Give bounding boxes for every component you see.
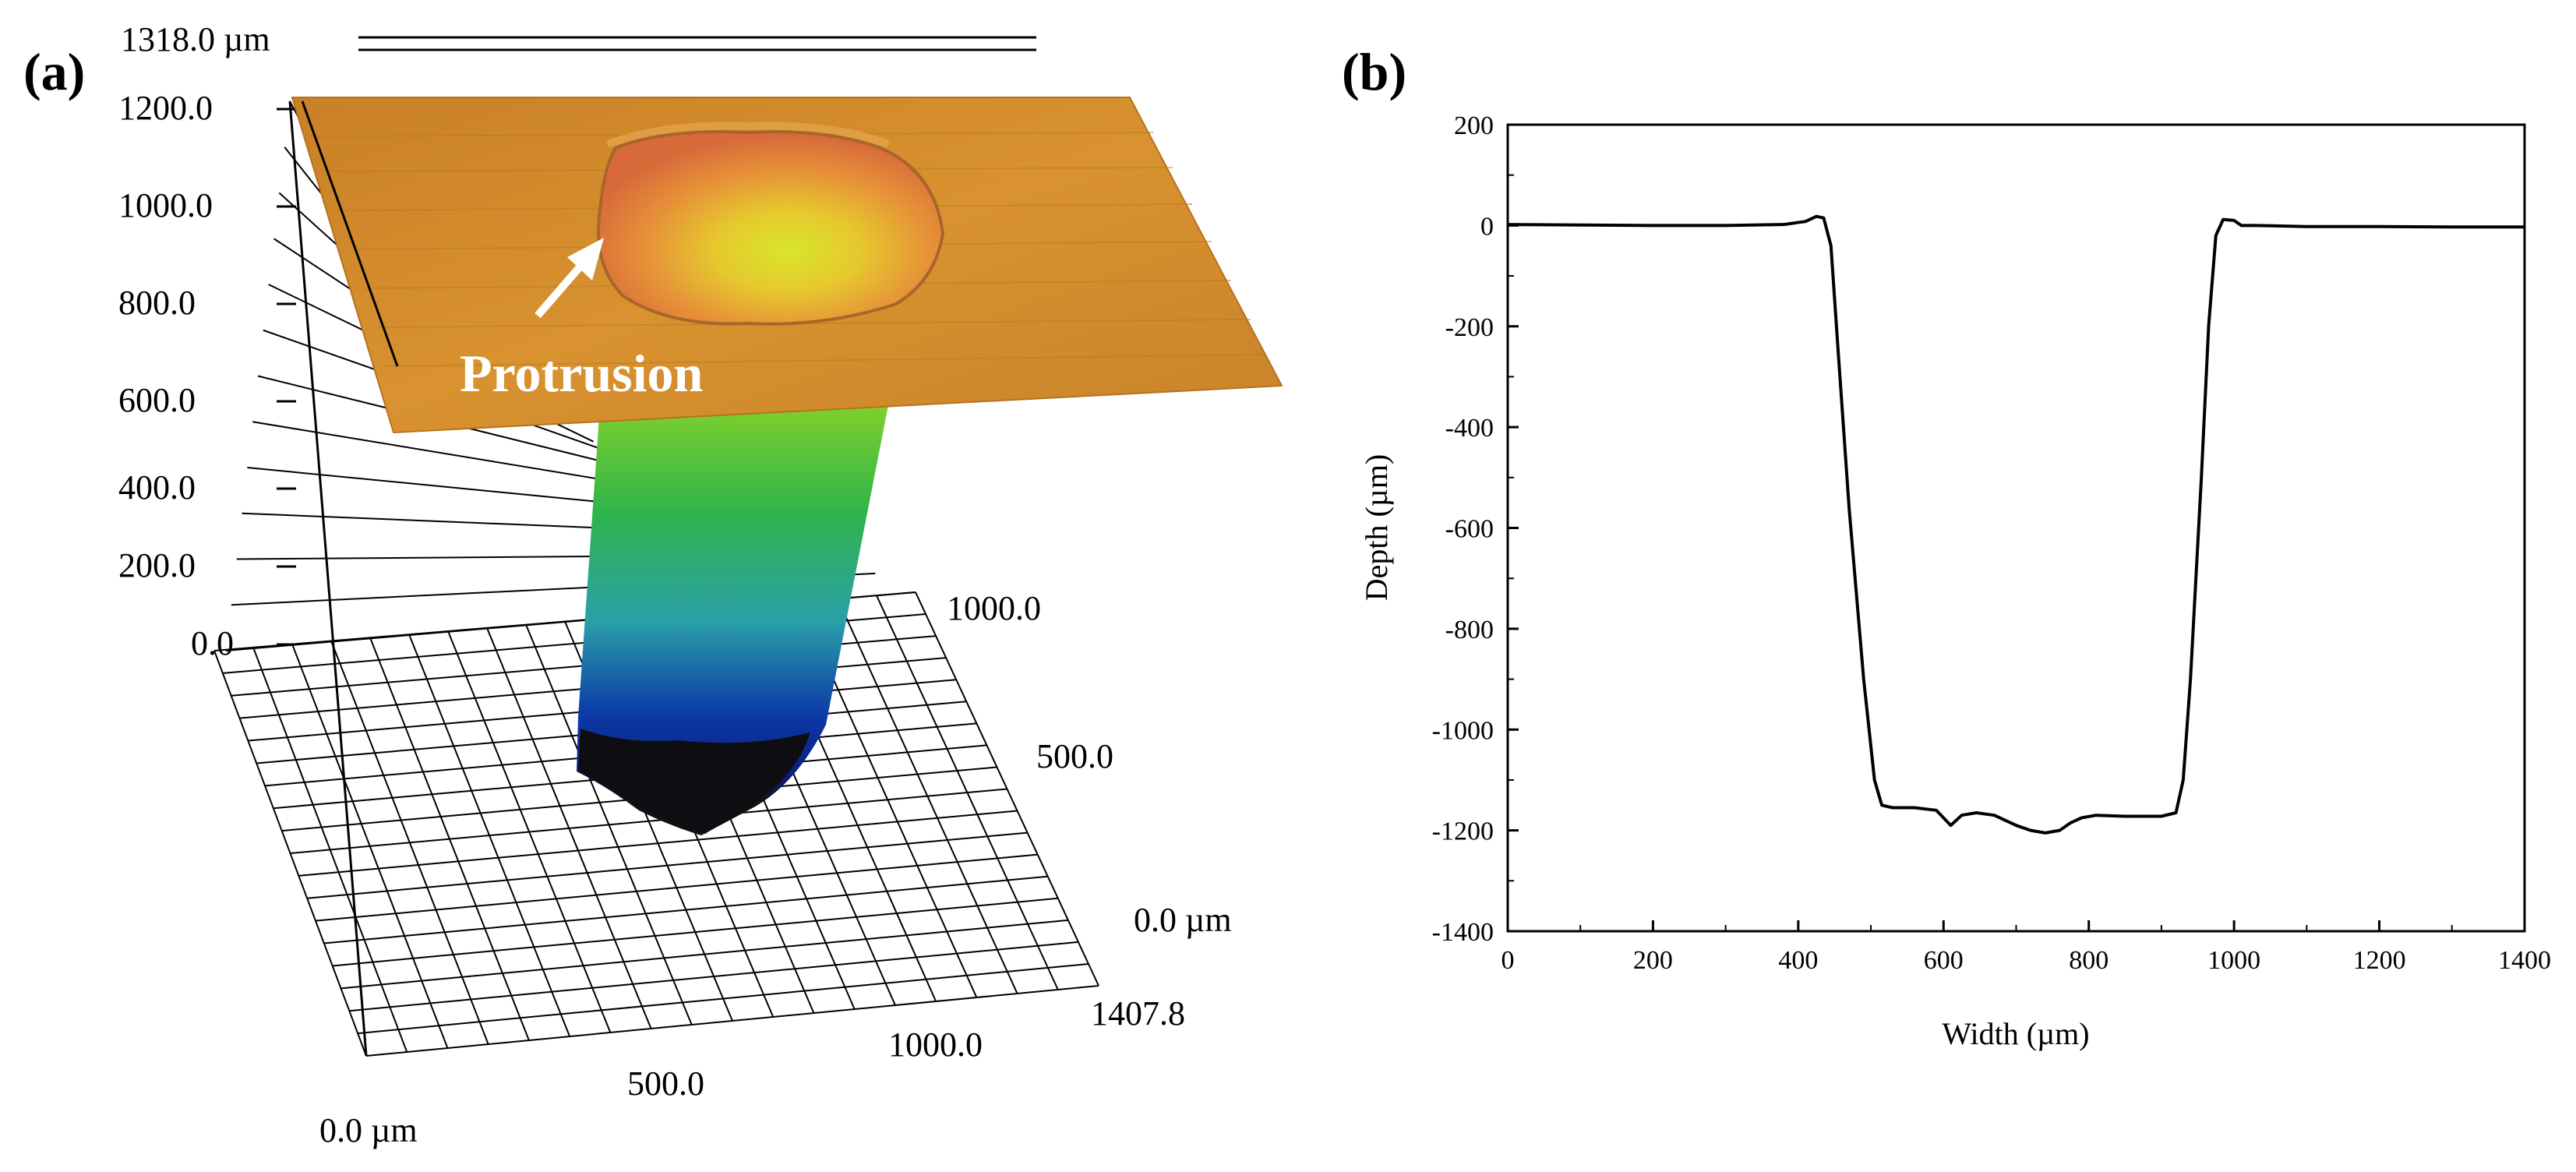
x-tick-label: 1400 xyxy=(2498,946,2551,975)
y-tick-label: -400 xyxy=(1445,414,1494,443)
y-tick-label: -800 xyxy=(1445,616,1494,644)
panel-a-3d-surface: (a) 1318.0 µm 1200.0 1000.0 xyxy=(23,20,1283,1149)
grid-line xyxy=(915,591,1099,987)
x-tick-label: 500.0 xyxy=(627,1064,704,1103)
z-tick-label: 1000.0 xyxy=(118,186,213,224)
x-tick-label: 0.0 µm xyxy=(319,1111,418,1149)
crater-opening xyxy=(597,130,945,326)
protrusion-arrow-shaft xyxy=(535,260,586,319)
z-tick-label: 600.0 xyxy=(118,381,196,419)
x-tick-label: 1407.8 xyxy=(1091,994,1185,1033)
z-tick-label: 800.0 xyxy=(118,284,196,322)
x-tick-label: 1000.0 xyxy=(888,1026,983,1064)
y-axis-title: Depth (µm) xyxy=(1359,454,1394,602)
y-tick-label: -600 xyxy=(1445,515,1494,544)
y-tick-label: -1400 xyxy=(1432,918,1494,947)
depth-profile-line xyxy=(1507,214,2525,835)
y-tick-label: 0 xyxy=(1480,212,1494,241)
crater-bottom xyxy=(578,729,810,834)
y-tick-label: -1200 xyxy=(1432,817,1494,846)
z-axis-top-label: 1318.0 µm xyxy=(121,20,270,58)
x-tick-label: 600 xyxy=(1924,946,1964,975)
z-tick-label: 0.0 xyxy=(191,624,234,662)
crater-wall xyxy=(577,405,888,835)
x-tick-label: 800 xyxy=(2069,946,2108,975)
x-tick-label: 1000 xyxy=(2207,946,2260,975)
panel-a-label: (a) xyxy=(23,42,85,101)
z-tick-label: 200.0 xyxy=(118,546,196,584)
y-tick-label: -1000 xyxy=(1432,716,1494,745)
panel-b-label: (b) xyxy=(1342,42,1406,101)
y-tick-label: -200 xyxy=(1445,313,1494,342)
z-tick-label: 1200.0 xyxy=(118,89,213,127)
z-axis-line-back xyxy=(301,101,399,367)
y-tick-label: 0.0 µm xyxy=(1134,901,1232,939)
x-axis-title: Width (µm) xyxy=(1942,1016,2089,1051)
protrusion-label: Protrusion xyxy=(460,344,703,403)
x-tick-label: 1200 xyxy=(2353,946,2406,975)
z-tick-label: 400.0 xyxy=(118,468,196,507)
panel-b-depth-profile: (b) 0 200 400 600 800 1000 1200 1400 200 0 -200 -40… xyxy=(1342,42,2551,1051)
x-tick-label: 400 xyxy=(1778,946,1818,975)
grid-line xyxy=(876,595,1059,990)
z-axis-line xyxy=(288,101,368,1057)
y-tick-label: 200 xyxy=(1454,111,1494,140)
y-tick-label: 1000.0 xyxy=(947,589,1041,627)
x-tick-label: 0 xyxy=(1501,946,1515,975)
plot-frame xyxy=(1506,123,2526,933)
protrusion-arrow-head xyxy=(567,238,604,281)
y-tick-label: 500.0 xyxy=(1036,737,1113,775)
grid-line xyxy=(837,598,1018,994)
plot-axes: 0 200 400 600 800 1000 1200 1400 200 0 -200 -400 -60… xyxy=(1432,111,2551,975)
protrusion-rim xyxy=(606,122,890,148)
x-tick-label: 200 xyxy=(1633,946,1673,975)
